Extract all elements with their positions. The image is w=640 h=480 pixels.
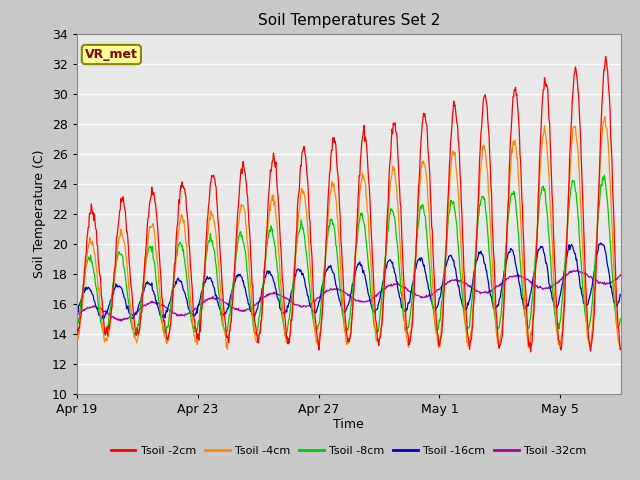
X-axis label: Time: Time xyxy=(333,419,364,432)
Text: VR_met: VR_met xyxy=(85,48,138,61)
Y-axis label: Soil Temperature (C): Soil Temperature (C) xyxy=(33,149,46,278)
Legend: Tsoil -2cm, Tsoil -4cm, Tsoil -8cm, Tsoil -16cm, Tsoil -32cm: Tsoil -2cm, Tsoil -4cm, Tsoil -8cm, Tsoi… xyxy=(106,441,591,460)
Title: Soil Temperatures Set 2: Soil Temperatures Set 2 xyxy=(258,13,440,28)
